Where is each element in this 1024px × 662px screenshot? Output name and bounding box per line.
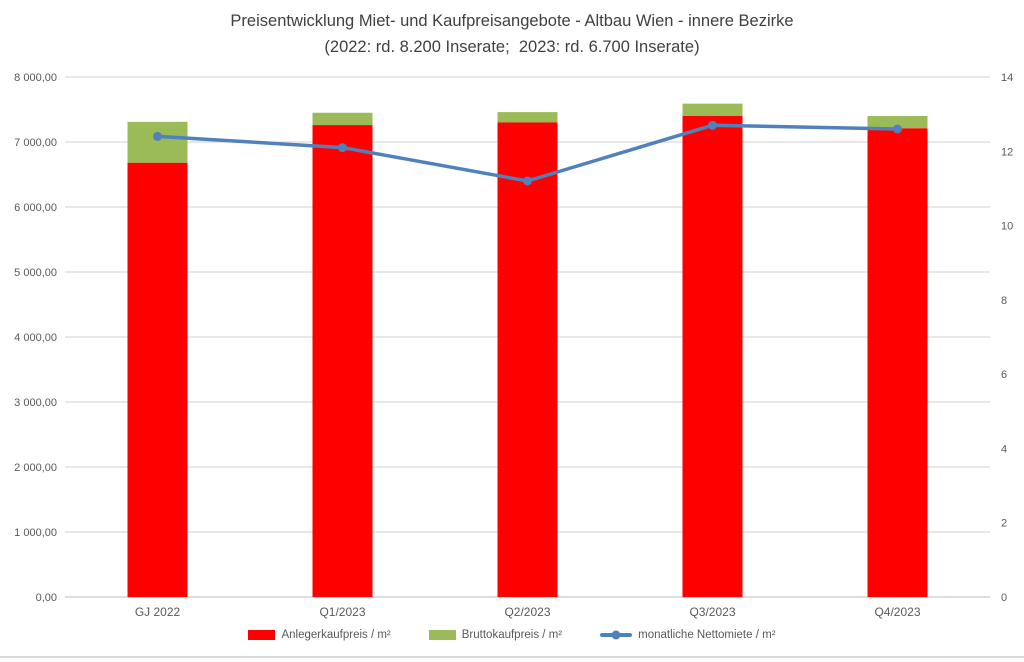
right-axis-tick-label: 2 [1001, 518, 1007, 530]
x-axis-category-label: Q2/2023 [504, 605, 550, 619]
legend-label-bruttokaufpreis: Bruttokaufpreis / m² [461, 629, 563, 641]
left-axis-tick-label: 8 000,00 [14, 72, 57, 84]
green-bar-swatch [428, 630, 456, 640]
chart-bottom-border [0, 656, 1024, 658]
left-axis-tick-label: 3 000,00 [14, 397, 57, 409]
x-axis-category-label: Q4/2023 [874, 605, 920, 619]
left-axis-tick-label: 0,00 [36, 592, 57, 604]
nettomiete-marker [338, 143, 347, 153]
bar-segment-anlegerkaufpreis [497, 122, 558, 597]
bar-segment-anlegerkaufpreis [127, 162, 188, 598]
x-axis-category-label: Q1/2023 [319, 605, 365, 619]
nettomiete-marker [893, 124, 902, 134]
legend-label-anlegerkaufpreis: Anlegerkaufpreis / m² [281, 629, 391, 641]
legend-item-nettomiete: monatliche Nettomiete / m² [600, 629, 776, 641]
right-axis-tick-label: 8 [1001, 295, 1007, 307]
legend-item-bruttokaufpreis: Bruttokaufpreis / m² [428, 629, 563, 641]
bar-segment-bruttokaufpreis [682, 103, 743, 116]
left-axis-tick-label: 7 000,00 [14, 137, 57, 149]
legend-label-nettomiete: monatliche Nettomiete / m² [638, 629, 776, 641]
blue-line-swatch [600, 630, 633, 640]
bar-segment-anlegerkaufpreis [867, 128, 928, 597]
right-axis-tick-label: 0 [1001, 592, 1007, 604]
right-axis-tick-label: 6 [1001, 369, 1007, 381]
legend: Anlegerkaufpreis / m² Bruttokaufpreis / … [0, 629, 1024, 641]
legend-item-anlegerkaufpreis: Anlegerkaufpreis / m² [248, 629, 391, 641]
nettomiete-marker [153, 131, 162, 141]
left-axis-tick-label: 1 000,00 [14, 527, 57, 539]
bar-segment-bruttokaufpreis [127, 121, 188, 163]
nettomiete-marker [708, 120, 717, 130]
right-axis-tick-label: 12 [1001, 146, 1013, 158]
bar-segment-bruttokaufpreis [497, 112, 558, 123]
right-axis-tick-label: 4 [1001, 443, 1007, 455]
left-axis-tick-label: 2 000,00 [14, 462, 57, 474]
red-bar-swatch [248, 630, 276, 640]
chart-subtitle: (2022: rd. 8.200 Inserate; 2023: rd. 6.7… [324, 38, 700, 56]
x-axis-category-label: Q3/2023 [689, 605, 735, 619]
left-axis-tick-label: 5 000,00 [14, 267, 57, 279]
nettomiete-marker [523, 176, 532, 186]
left-axis-tick-label: 6 000,00 [14, 202, 57, 214]
bar-segment-anlegerkaufpreis [312, 125, 373, 597]
bar-segment-bruttokaufpreis [867, 116, 928, 129]
line-marker-icon [611, 630, 621, 640]
chart-title: Preisentwicklung Miet- und Kaufpreisange… [230, 12, 794, 30]
bar-segment-bruttokaufpreis [312, 112, 373, 126]
left-axis-tick-label: 4 000,00 [14, 332, 57, 344]
bar-segment-anlegerkaufpreis [682, 116, 743, 597]
right-axis-tick-label: 10 [1001, 221, 1013, 233]
right-axis-tick-label: 14 [1001, 72, 1013, 84]
x-axis-category-label: GJ 2022 [135, 605, 181, 619]
